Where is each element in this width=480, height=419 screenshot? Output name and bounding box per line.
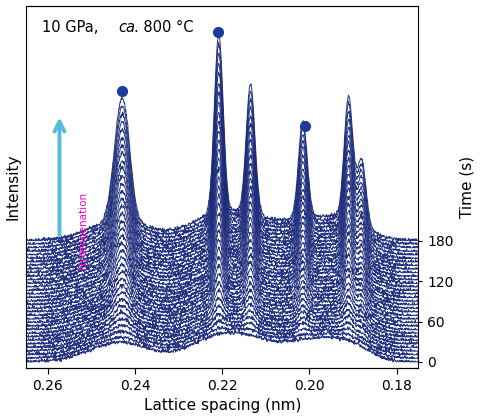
- Y-axis label: Time (s): Time (s): [459, 156, 474, 218]
- Text: 10 GPa,: 10 GPa,: [42, 20, 103, 35]
- Y-axis label: Intensity: Intensity: [6, 154, 21, 220]
- X-axis label: Lattice spacing (nm): Lattice spacing (nm): [144, 398, 301, 414]
- Text: Hydrogenation: Hydrogenation: [78, 192, 88, 269]
- Text: . 800 °C: . 800 °C: [134, 20, 193, 35]
- Text: ca: ca: [118, 20, 135, 35]
